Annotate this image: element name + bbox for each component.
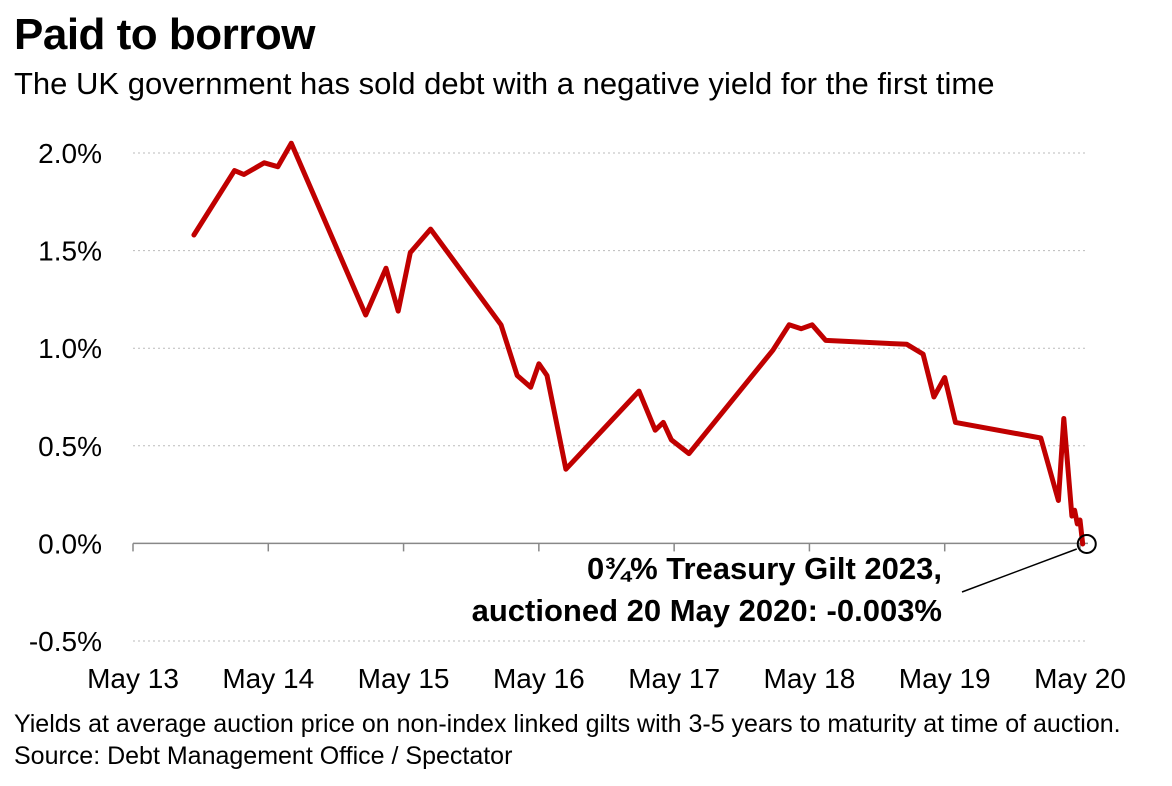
footnote: Yields at average auction price on non-i… [14, 710, 1121, 770]
x-tick-label: May 16 [493, 663, 585, 694]
y-tick-label: 2.0% [38, 138, 102, 169]
x-tick-label: May 14 [222, 663, 314, 694]
x-tick-label: May 20 [1034, 663, 1126, 694]
x-tick-label: May 17 [628, 663, 720, 694]
annotation-line-2: auctioned 20 May 2020: -0.003% [471, 593, 942, 628]
chart-subtitle: The UK government has sold debt with a n… [14, 66, 995, 101]
gridlines [133, 152, 1088, 642]
x-tick-label: May 18 [764, 663, 856, 694]
y-tick-label: 0.5% [38, 431, 102, 462]
series-group [191, 140, 1086, 547]
x-tick-label: May 19 [899, 663, 991, 694]
highlight-marker [1076, 533, 1097, 554]
y-tick-label: -0.5% [29, 626, 102, 657]
chart-title: Paid to borrow [14, 10, 316, 59]
highlight-group [961, 533, 1097, 593]
y-tick-label: 1.0% [38, 333, 102, 364]
x-tick-label: May 13 [87, 663, 179, 694]
annotation-leader-line [961, 548, 1078, 593]
y-axis-tick-labels: 2.0% 1.5% 1.0% 0.5% 0.0% -0.5% [29, 138, 102, 657]
y-tick-label: 0.0% [38, 528, 102, 559]
x-tick-label: May 15 [358, 663, 450, 694]
x-axis [132, 542, 1088, 552]
annotation-line-1: 0¾% Treasury Gilt 2023, [587, 551, 942, 586]
x-axis-tick-labels: May 13 May 14 May 15 May 16 May 17 May 18 May … [87, 663, 1126, 694]
y-tick-label: 1.5% [38, 236, 102, 267]
line-chart: 2.0%1.5%1.0%0.5%0.0%-0.5% May 13 May 14 Ma… [29, 138, 1126, 694]
annotation: 0¾% Treasury Gilt 2023, auctioned 20 May… [472, 548, 942, 632]
series-line [191, 140, 1086, 547]
